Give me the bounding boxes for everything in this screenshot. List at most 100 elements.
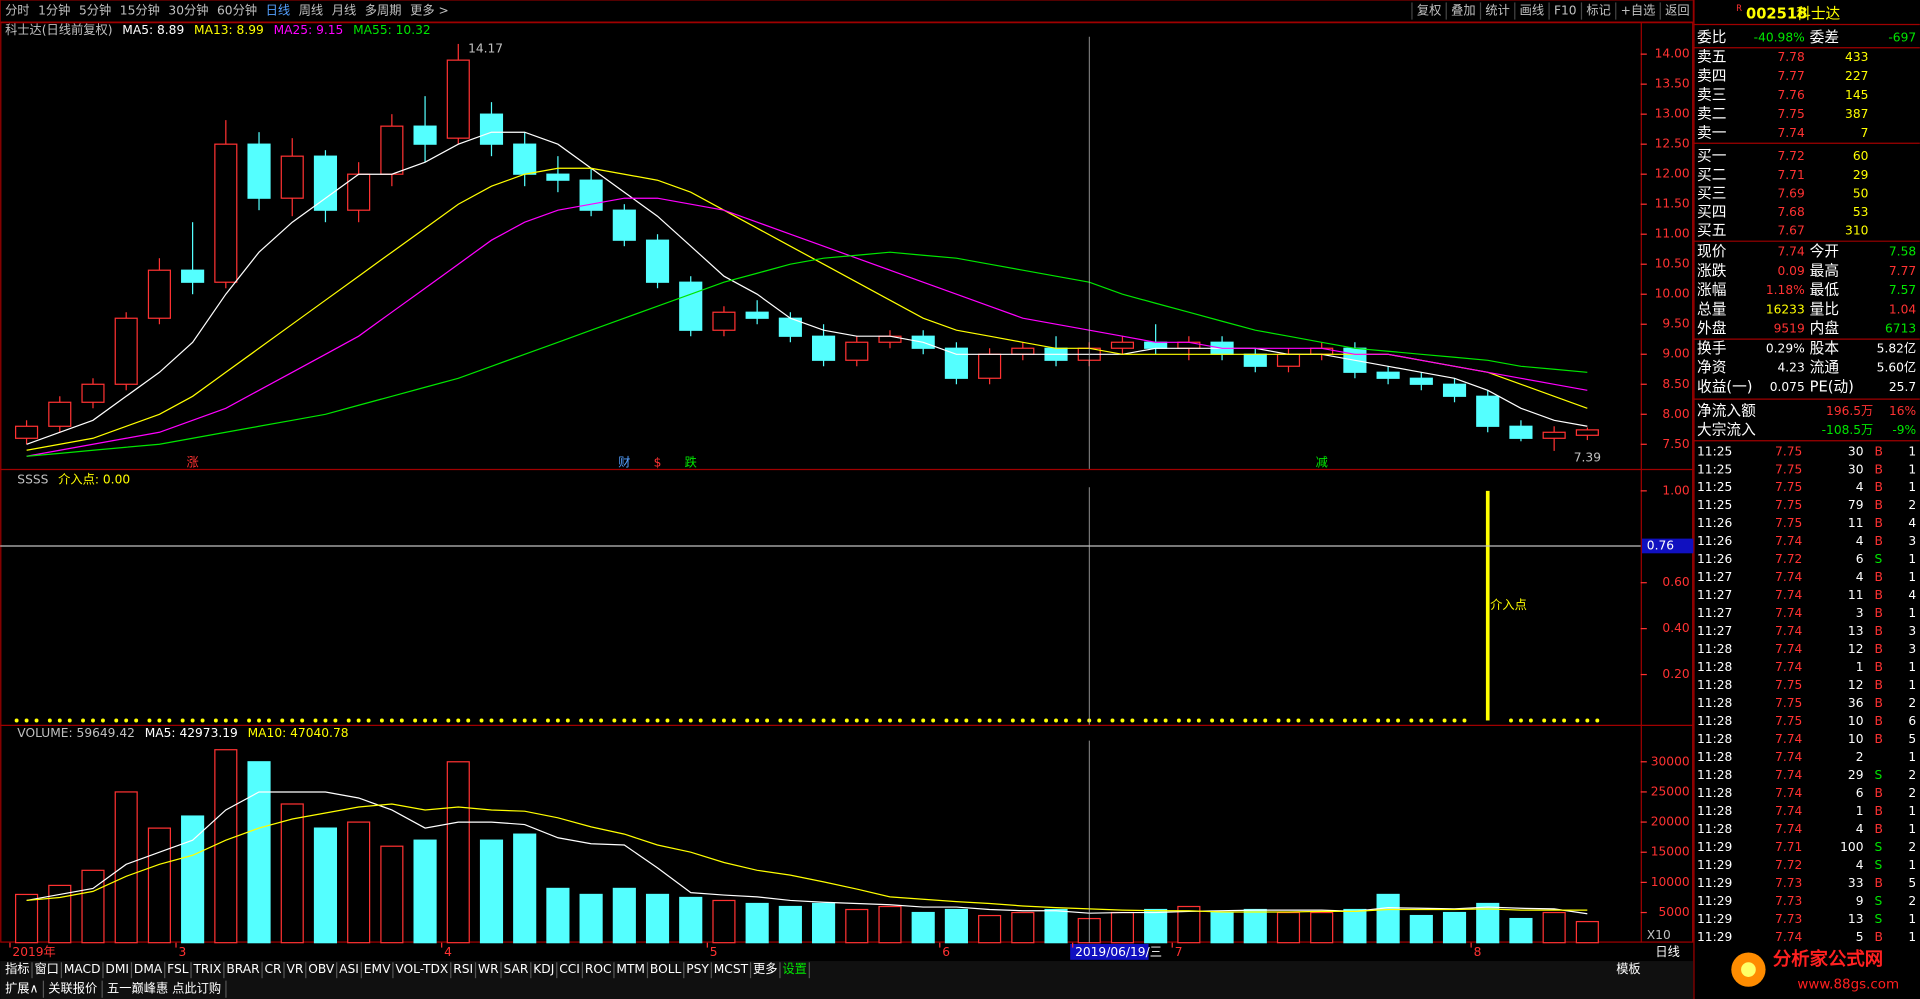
indicator-tab[interactable]: 窗口 xyxy=(34,962,58,976)
tick-count: 1 xyxy=(1908,462,1916,476)
volume-bar xyxy=(546,887,570,944)
signal-dot xyxy=(612,718,617,723)
template-tab[interactable]: 模板 xyxy=(1616,962,1640,976)
volume-bar xyxy=(1210,911,1234,944)
signal-dot xyxy=(622,718,627,723)
indicator-tab[interactable]: MACD xyxy=(64,962,101,976)
candle-body xyxy=(1509,425,1533,439)
stat-value: 25.7 xyxy=(1889,380,1916,394)
indicator-tab[interactable]: WR xyxy=(478,962,499,976)
indicator-tab[interactable]: ASI xyxy=(339,962,359,976)
indicator-tab[interactable]: MCST xyxy=(714,962,749,976)
period-tab[interactable]: 日线 xyxy=(266,4,290,18)
tick-count: 1 xyxy=(1908,912,1916,926)
signal-dot xyxy=(47,718,52,723)
tick-side: B xyxy=(1875,660,1883,674)
tick-price: 7.74 xyxy=(1775,768,1802,782)
candle-body xyxy=(15,425,39,439)
signal-dot xyxy=(100,718,105,723)
tick-price: 7.74 xyxy=(1775,588,1802,602)
tick-price: 7.75 xyxy=(1775,714,1802,728)
book-label: 买四 xyxy=(1697,204,1726,221)
stat-label: 净资 xyxy=(1697,359,1726,376)
signal-dot xyxy=(688,718,693,723)
stat-value: 0.29% xyxy=(1766,341,1805,355)
toolbar-button[interactable]: F10 xyxy=(1554,4,1577,18)
volume-bar xyxy=(513,833,537,944)
signal-dot xyxy=(1286,718,1291,723)
tick-count: 1 xyxy=(1908,822,1916,836)
signal-dot xyxy=(1309,718,1314,723)
indicator-tab[interactable]: OBV xyxy=(308,962,335,976)
cursor-date-bg xyxy=(1070,943,1149,960)
indicator-tab[interactable]: VR xyxy=(286,962,303,976)
indicator-tab[interactable]: 指标 xyxy=(5,961,29,976)
period-tab[interactable]: 多周期 xyxy=(365,4,402,18)
tick-volume: 11 xyxy=(1848,516,1864,530)
toolbar-button[interactable]: 复权 xyxy=(1417,4,1441,18)
stock-code: 002518 xyxy=(1746,6,1807,23)
indicator-tab[interactable]: TRIX xyxy=(192,962,221,976)
indicator-tab[interactable]: CR xyxy=(265,962,283,976)
extension-tab[interactable]: 扩展∧ xyxy=(5,982,38,996)
indicator-tab[interactable]: RSI xyxy=(453,962,473,976)
indicator-tab[interactable]: PSY xyxy=(686,962,709,976)
indicator-tab[interactable]: DMA xyxy=(134,962,163,976)
signal-dot xyxy=(712,718,716,723)
candle-body xyxy=(181,269,205,283)
indicator-tab[interactable]: CCI xyxy=(559,962,580,976)
indicator-tab[interactable]: BRAR xyxy=(226,962,260,976)
low-label: 7.39 xyxy=(1574,451,1601,465)
cursor-value: 0.76 xyxy=(1647,538,1674,552)
candle-body xyxy=(48,401,72,427)
signal-dot xyxy=(167,718,172,723)
period-tab[interactable]: 30分钟 xyxy=(168,3,208,18)
indicator-tab[interactable]: 更多 xyxy=(753,962,777,976)
signal-dot xyxy=(346,718,351,723)
indicator-tab[interactable]: VOL-TDX xyxy=(395,962,448,976)
period-tab[interactable]: 分时 xyxy=(5,4,29,18)
indicator-tab[interactable]: 设置 xyxy=(782,962,806,976)
tick-price: 7.74 xyxy=(1775,624,1802,638)
stat-value: 16233 xyxy=(1766,302,1805,316)
period-tab[interactable]: 15分钟 xyxy=(120,3,160,18)
candle-body xyxy=(1276,353,1301,367)
flow-pct: -9% xyxy=(1892,423,1916,437)
signal-dot xyxy=(897,718,902,723)
signal-dot xyxy=(811,718,816,723)
indicator-tab[interactable]: KDJ xyxy=(533,962,554,976)
legend-entry: MA5: 42973.19 xyxy=(145,726,238,740)
signal-dot xyxy=(1110,718,1115,723)
volume-bar xyxy=(446,761,470,944)
indicator-tab[interactable]: EMV xyxy=(364,962,391,976)
period-tab[interactable]: 更多 > xyxy=(410,4,449,18)
period-tab[interactable]: 月线 xyxy=(332,4,356,18)
period-tab[interactable]: 5分钟 xyxy=(79,3,111,18)
signal-dot xyxy=(1429,718,1434,723)
extension-tab[interactable]: 五一巅峰惠 点此订购 xyxy=(107,981,221,996)
tick-time: 11:28 xyxy=(1697,714,1732,728)
toolbar-button[interactable]: 标记 xyxy=(1586,4,1610,18)
period-tab[interactable]: 60分钟 xyxy=(217,3,257,18)
toolbar-button[interactable]: 画线 xyxy=(1520,4,1544,18)
tick-time: 11:28 xyxy=(1697,642,1732,656)
book-volume: 7 xyxy=(1861,126,1869,140)
indicator-tab[interactable]: ROC xyxy=(585,962,612,976)
tick-count: 1 xyxy=(1908,678,1916,692)
indicator-tab[interactable]: MTM xyxy=(616,962,645,976)
indicator-tab[interactable]: SAR xyxy=(503,962,528,976)
period-tab[interactable]: 1分钟 xyxy=(38,3,70,18)
indicator-tab[interactable]: BOLL xyxy=(650,962,682,976)
toolbar-button[interactable]: 返回 xyxy=(1665,4,1689,18)
toolbar-button[interactable]: +自选 xyxy=(1621,4,1656,18)
indicator-tab[interactable]: DMI xyxy=(105,962,129,976)
signal-dot xyxy=(1552,718,1557,723)
stat-value: 9519 xyxy=(1774,322,1805,336)
period-tab[interactable]: 周线 xyxy=(299,4,323,18)
indicator-tab[interactable]: FSL xyxy=(167,962,189,976)
signal-dot xyxy=(1319,718,1324,723)
toolbar-button[interactable]: 叠加 xyxy=(1451,4,1475,18)
extension-tab[interactable]: 关联报价 xyxy=(48,981,97,996)
stat-label: 总量 xyxy=(1697,301,1727,318)
toolbar-button[interactable]: 统计 xyxy=(1485,4,1509,18)
